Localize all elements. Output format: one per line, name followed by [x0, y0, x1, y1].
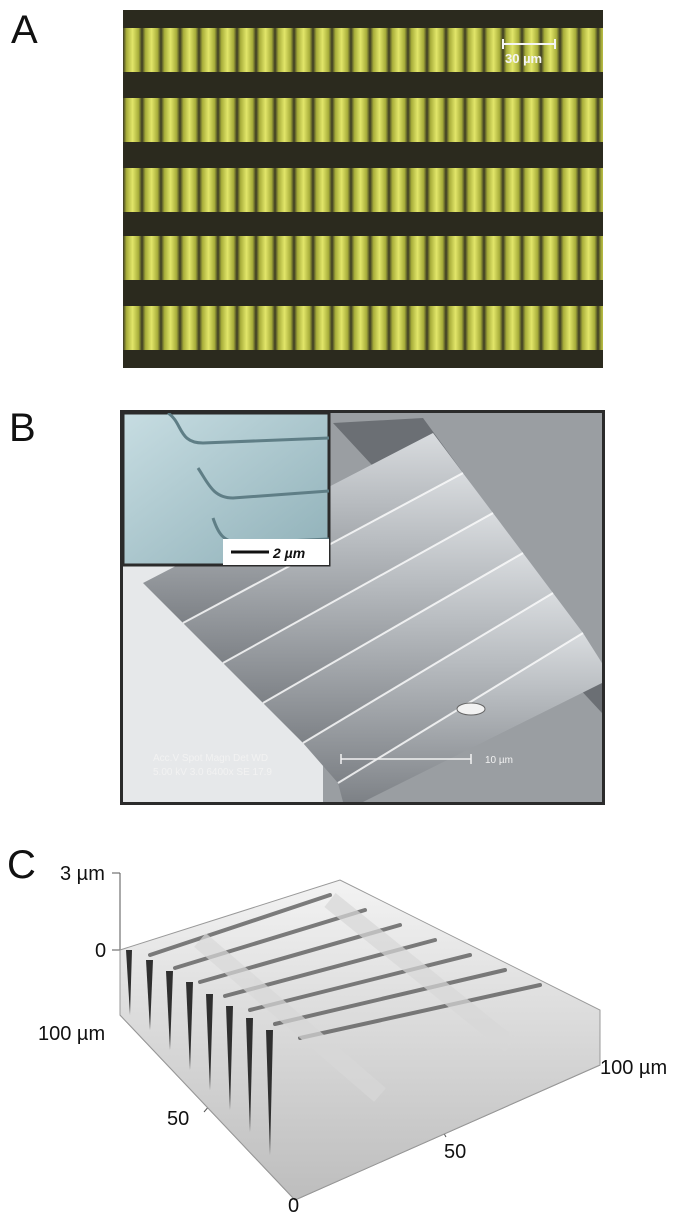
sem-header-text: Acc.V Spot Magn Det WD — [153, 753, 268, 764]
stripe-rows — [123, 28, 603, 350]
afm-3d-topography: 3 µm 0 100 µm 50 0 50 100 µm — [0, 840, 677, 1217]
panel-c-letter: C — [7, 843, 36, 887]
afm-surface — [119, 879, 601, 1201]
sem-inset: 2 µm — [123, 413, 331, 567]
panel-b-letter: B — [9, 406, 36, 450]
sem-values-text: 5.00 kV 3.0 6400x SE 17.9 — [153, 767, 272, 778]
panel-a-letter: A — [11, 8, 38, 52]
y-mid-label: 50 — [167, 1108, 189, 1130]
scale-bar-a: 30 µm — [502, 39, 556, 66]
y-max-label: 100 µm — [38, 1023, 105, 1045]
sem-info-bar: Acc.V Spot Magn Det WD 5.00 kV 3.0 6400x… — [153, 753, 513, 778]
x-origin-label: 0 — [288, 1195, 299, 1217]
optical-micrograph: 30 µm — [123, 10, 603, 368]
sem-micrograph: Acc.V Spot Magn Det WD 5.00 kV 3.0 6400x… — [120, 410, 605, 805]
z-top-label: 3 µm — [60, 863, 105, 885]
x-max-label: 100 µm — [600, 1057, 667, 1079]
sem-ridges — [143, 418, 602, 802]
scale-bar-a-label: 30 µm — [505, 51, 542, 66]
sem-scale-label: 10 µm — [485, 755, 513, 766]
z-zero-label: 0 — [95, 940, 106, 962]
inset-scale-label: 2 µm — [272, 545, 305, 561]
x-mid-label: 50 — [444, 1141, 466, 1163]
